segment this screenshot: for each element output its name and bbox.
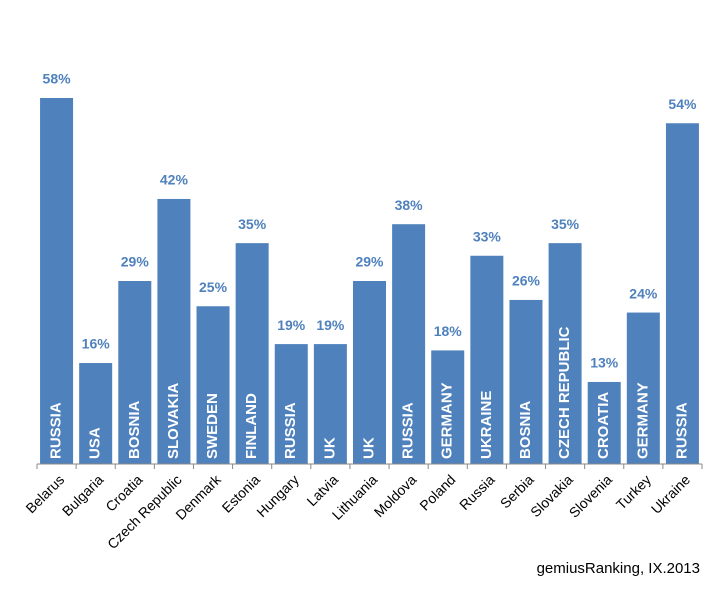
source-note: gemiusRanking, IX.2013 (537, 560, 700, 577)
bar-inner-label: FINLAND (243, 393, 260, 459)
bar (157, 198, 191, 464)
value-label: 35% (238, 216, 267, 232)
x-tick-label: Poland (416, 471, 458, 513)
value-label: 58% (43, 71, 72, 87)
x-tick-label: Ukraine (648, 471, 694, 517)
bar (118, 281, 152, 464)
value-label: 33% (473, 228, 502, 244)
value-label: 16% (82, 336, 111, 352)
bar-inner-label: GERMANY (634, 382, 651, 459)
value-label: 18% (434, 323, 463, 339)
bar-inner-label: RUSSIA (48, 402, 65, 459)
bar-inner-label: RUSSIA (400, 402, 417, 459)
bar (40, 98, 74, 464)
value-label: 19% (316, 317, 345, 333)
bar (196, 306, 230, 464)
value-label: 25% (199, 279, 228, 295)
bar (392, 224, 426, 464)
bar (235, 243, 269, 464)
bar-inner-label: SWEDEN (204, 393, 221, 459)
bar (548, 243, 582, 464)
bar-inner-label: UK (321, 437, 338, 459)
bar-inner-label: UK (360, 437, 377, 459)
bar (665, 123, 699, 464)
value-label: 13% (590, 355, 619, 371)
bar-inner-label: BOSNIA (517, 400, 534, 459)
bar-inner-label: USA (87, 427, 104, 459)
x-tick-label: Moldova (371, 471, 420, 520)
bar (431, 350, 465, 464)
value-label: 38% (395, 197, 424, 213)
bar (509, 299, 543, 464)
value-label: 26% (512, 273, 541, 289)
bar-inner-label: GERMANY (439, 382, 456, 459)
bar (353, 281, 386, 464)
value-label: 19% (277, 317, 306, 333)
bar (274, 344, 308, 464)
value-label: 24% (629, 285, 658, 301)
bar (626, 312, 660, 464)
bar-inner-label: CROATIA (595, 392, 612, 459)
value-label: 54% (668, 96, 697, 112)
bar-inner-label: SLOVAKIA (165, 382, 182, 459)
bar-inner-label: UKRAINE (478, 391, 495, 459)
bar (587, 381, 621, 464)
value-label: 29% (121, 254, 150, 270)
value-label: 35% (551, 216, 580, 232)
x-tick-label: Hungary (253, 471, 302, 520)
bar (470, 255, 504, 464)
x-tick-label: Slovenia (566, 471, 615, 520)
bar-inner-label: BOSNIA (126, 400, 143, 459)
bar-inner-label: RUSSIA (673, 402, 690, 459)
bar-inner-label: RUSSIA (282, 402, 299, 459)
x-tick-label: Russia (456, 471, 498, 513)
value-label: 42% (160, 172, 189, 188)
bar (79, 363, 113, 464)
bar (313, 344, 347, 464)
x-tick-label: Bulgaria (59, 471, 107, 519)
bar-inner-label: CZECH REPUBLIC (556, 326, 573, 459)
value-label: 29% (355, 254, 384, 270)
